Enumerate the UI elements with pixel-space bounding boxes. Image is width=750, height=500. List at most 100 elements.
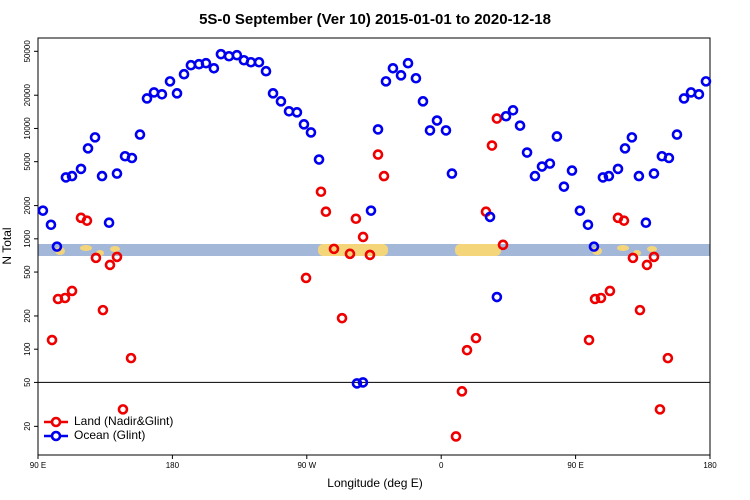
point bbox=[662, 352, 674, 364]
point bbox=[372, 124, 384, 135]
point bbox=[558, 181, 570, 192]
point bbox=[603, 170, 615, 182]
point bbox=[344, 248, 356, 260]
point bbox=[470, 332, 482, 344]
y-tick-label: 1000 bbox=[23, 229, 32, 247]
point bbox=[693, 88, 705, 100]
point bbox=[500, 110, 512, 122]
legend-label: Ocean (Glint) bbox=[74, 428, 145, 442]
point bbox=[507, 105, 519, 116]
point bbox=[45, 219, 57, 231]
point bbox=[97, 304, 109, 316]
point bbox=[588, 241, 600, 252]
y-tick-label: 5000 bbox=[23, 152, 32, 170]
y-tick-label: 20 bbox=[23, 421, 32, 430]
point bbox=[450, 431, 462, 442]
y-tick-label: 50 bbox=[23, 377, 32, 386]
point bbox=[81, 215, 93, 226]
point bbox=[395, 70, 407, 81]
point bbox=[618, 215, 630, 226]
point bbox=[440, 125, 452, 136]
point bbox=[372, 149, 384, 160]
y-tick-label: 500 bbox=[23, 265, 32, 279]
x-tick-label: 90 W bbox=[297, 461, 316, 470]
point bbox=[619, 143, 631, 154]
point bbox=[566, 165, 578, 176]
legend-label: Land (Nadir&Glint) bbox=[74, 414, 173, 428]
point bbox=[90, 252, 102, 264]
x-tick-label: 90 E bbox=[567, 461, 583, 470]
y-axis-label: N Total bbox=[0, 227, 14, 264]
point bbox=[514, 120, 526, 131]
point bbox=[51, 241, 63, 252]
point bbox=[298, 119, 310, 130]
point bbox=[365, 205, 377, 216]
point bbox=[529, 170, 541, 182]
point bbox=[111, 168, 123, 179]
point bbox=[37, 205, 49, 216]
point bbox=[328, 243, 340, 255]
point bbox=[75, 163, 87, 175]
point bbox=[103, 217, 115, 228]
point bbox=[626, 132, 638, 143]
point bbox=[357, 377, 369, 388]
point bbox=[89, 132, 101, 143]
y-tick-label: 20000 bbox=[23, 84, 32, 107]
point bbox=[104, 259, 116, 271]
point bbox=[357, 231, 369, 243]
point bbox=[117, 404, 129, 415]
legend-marker bbox=[50, 416, 62, 428]
point bbox=[627, 252, 639, 264]
x-axis-label: Longitude (deg E) bbox=[327, 476, 422, 490]
point bbox=[164, 76, 176, 87]
x-tick-label: 180 bbox=[166, 461, 180, 470]
point bbox=[604, 285, 616, 297]
point bbox=[60, 172, 72, 183]
point bbox=[491, 113, 503, 124]
x-tick-label: 0 bbox=[439, 461, 444, 470]
y-tick-label: 2000 bbox=[23, 196, 32, 214]
x-tick-label: 90 E bbox=[30, 461, 46, 470]
point bbox=[417, 96, 429, 107]
point bbox=[486, 140, 498, 151]
point bbox=[125, 352, 137, 364]
point bbox=[156, 88, 168, 100]
point bbox=[597, 172, 609, 183]
point bbox=[260, 65, 272, 77]
point bbox=[648, 168, 660, 179]
point bbox=[378, 170, 390, 182]
point bbox=[634, 304, 646, 316]
point bbox=[178, 68, 190, 80]
point bbox=[231, 49, 243, 61]
point bbox=[141, 93, 153, 104]
point bbox=[521, 147, 533, 158]
y-tick-label: 10000 bbox=[23, 117, 32, 140]
x-tick-label: 180 bbox=[703, 461, 717, 470]
point bbox=[700, 76, 712, 87]
point bbox=[200, 57, 212, 69]
point bbox=[544, 158, 556, 169]
point bbox=[574, 205, 586, 216]
point bbox=[313, 154, 325, 165]
point bbox=[461, 344, 473, 356]
point bbox=[126, 152, 138, 164]
point bbox=[315, 186, 327, 198]
point bbox=[484, 211, 496, 223]
point bbox=[364, 249, 376, 261]
point bbox=[387, 62, 399, 74]
point bbox=[424, 125, 436, 136]
point bbox=[208, 62, 220, 74]
point bbox=[654, 404, 666, 415]
point bbox=[66, 285, 78, 297]
point bbox=[446, 168, 458, 179]
point bbox=[491, 291, 503, 303]
point bbox=[497, 239, 509, 251]
point bbox=[678, 93, 690, 104]
point bbox=[267, 88, 279, 99]
point bbox=[111, 251, 123, 263]
chart-title: 5S-0 September (Ver 10) 2015-01-01 to 20… bbox=[199, 11, 551, 28]
point bbox=[431, 115, 443, 126]
point bbox=[134, 129, 146, 140]
point bbox=[59, 292, 71, 304]
